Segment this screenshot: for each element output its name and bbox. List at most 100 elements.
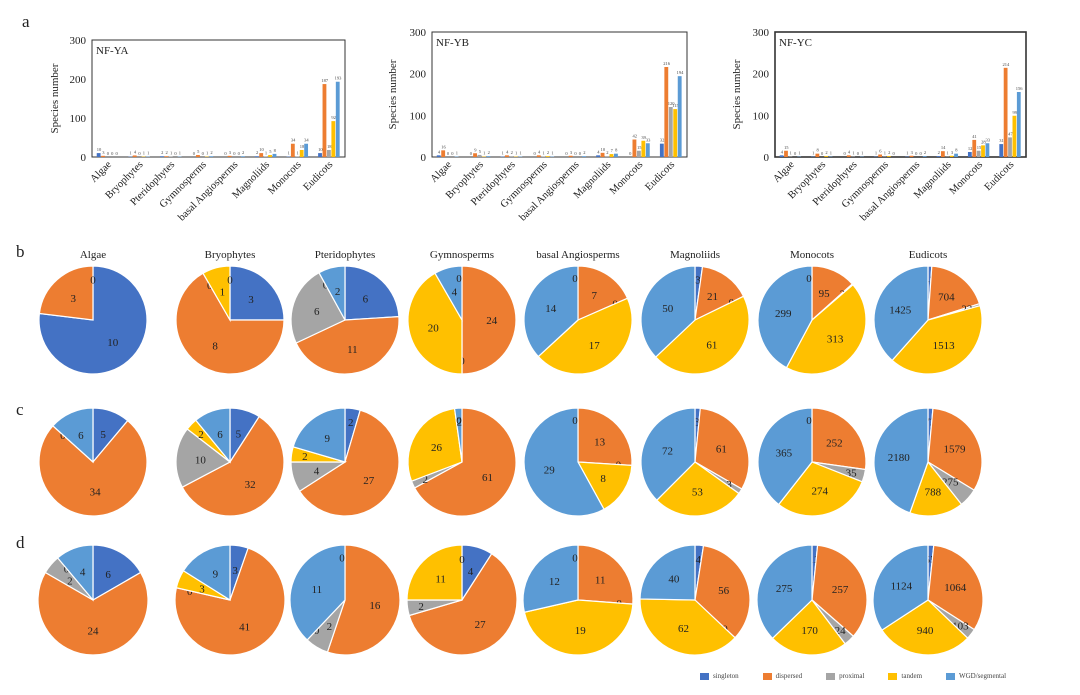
pie-data-label: 3 xyxy=(232,565,238,577)
pie-slice-dispersed xyxy=(38,265,94,321)
bar-data-label: 1 xyxy=(129,151,131,156)
pie-slice-dispersed xyxy=(38,419,148,517)
pie-data-label: 1425 xyxy=(889,304,912,316)
legend-swatch xyxy=(946,672,956,680)
panel-letter-b: b xyxy=(16,242,25,261)
pie-chart: Algae 10 3 0 xyxy=(38,249,148,375)
pie-row-d: 6242043410391620110427211011019120456062… xyxy=(37,544,984,656)
pie-data-label: 3 xyxy=(694,417,700,429)
pie-slice-proximal xyxy=(290,271,346,344)
bar xyxy=(645,143,650,157)
bar-data-label: 1 xyxy=(483,151,485,156)
bar-data-label: 10 xyxy=(259,147,264,152)
pie-slice-tandem xyxy=(537,297,633,375)
pie-data-label: 4 xyxy=(695,554,701,566)
pie-row-c: 5340653210262274296122620130829036135372… xyxy=(38,407,983,517)
bar-data-label: 1 xyxy=(179,151,181,156)
legend-label: singleton xyxy=(713,672,739,680)
pie-data-label: 4 xyxy=(80,567,86,579)
bar xyxy=(473,153,477,157)
bar-data-label: 1 xyxy=(519,151,521,156)
bar xyxy=(509,156,514,157)
bar xyxy=(268,155,272,157)
pie-slice-singleton xyxy=(92,544,142,602)
pie-data-label: 940 xyxy=(917,625,934,637)
pie-data-label: 20 xyxy=(428,323,440,335)
pie-data-label: 24 xyxy=(835,625,847,637)
bar-data-label: 8 xyxy=(817,148,820,153)
pie-data-label: 0 xyxy=(572,415,578,427)
pie-data-label: 4 xyxy=(314,465,320,477)
y-tick-label: 100 xyxy=(70,113,87,125)
pie-slice-dispersed xyxy=(577,407,633,467)
pie-slice-wgd-segmental xyxy=(640,407,696,502)
bar xyxy=(596,155,601,157)
pie-slice-wgd-segmental xyxy=(318,265,346,321)
pie-data-label: 313 xyxy=(827,334,844,346)
bar-data-label: 1 xyxy=(812,151,814,156)
pie-data-label: 275 xyxy=(776,583,793,595)
pie-data-label: 1124 xyxy=(891,581,913,593)
pie-data-label: 3 xyxy=(726,479,732,491)
bar xyxy=(227,155,232,157)
bar-data-label: 9 xyxy=(474,147,477,152)
bar xyxy=(159,156,164,157)
bar-data-label: 99 xyxy=(1012,110,1017,115)
plot-frame xyxy=(91,39,346,158)
pie-data-label: 0 xyxy=(456,273,462,285)
y-tick-label: 200 xyxy=(70,74,87,86)
pie-slice-dispersed xyxy=(408,552,518,656)
x-tick-label: Algae xyxy=(88,159,114,185)
legend-label: dispersed xyxy=(775,672,803,680)
bar xyxy=(936,156,941,157)
bar-data-label: 15 xyxy=(784,145,789,150)
bar-data-label: 92 xyxy=(331,115,336,120)
legend-item: WGD/segmental xyxy=(946,672,1006,680)
pie-slice-tandem xyxy=(777,461,863,517)
bar-data-label: 31 xyxy=(999,138,1004,143)
bar-data-label: 0 xyxy=(451,151,454,156)
pie-slice-dispersed xyxy=(413,407,517,517)
bar-data-label: 2 xyxy=(161,150,163,155)
bar xyxy=(1008,137,1012,157)
bar-data-label: 34 xyxy=(291,138,296,143)
x-tick-label: Algae xyxy=(771,159,797,185)
bar-data-label: 0 xyxy=(138,151,141,156)
pie-data-label: 40 xyxy=(668,573,680,585)
pie-data-label: 0 xyxy=(90,275,96,287)
pie-data-label: 9 xyxy=(213,569,219,581)
bar-data-label: 6 xyxy=(879,149,882,154)
bar-data-label: 14 xyxy=(941,145,946,150)
bar-data-label: 39 xyxy=(641,135,646,140)
bar-data-label: 1 xyxy=(551,151,553,156)
bar xyxy=(1012,115,1017,157)
bar xyxy=(504,155,509,157)
pie-data-label: 0 xyxy=(459,554,465,566)
bar-data-label: 1 xyxy=(790,151,792,156)
x-tick-label: Monocots xyxy=(608,159,645,196)
bar xyxy=(600,152,605,157)
pie-data-label: 2 xyxy=(302,451,308,463)
pie-data-label: 3 xyxy=(695,275,701,287)
y-tick-label: 300 xyxy=(410,27,427,39)
y-tick-label: 0 xyxy=(81,152,87,164)
pie-data-label: 56 xyxy=(718,585,730,597)
pie-slice-wgd-segmental xyxy=(289,544,346,641)
pie-chart: 11019120 xyxy=(522,544,634,656)
bar-data-label: 1 xyxy=(906,151,908,156)
bar-data-label: 0 xyxy=(915,151,918,156)
bar-data-label: 0 xyxy=(224,151,227,156)
bar-data-label: 0 xyxy=(844,151,847,156)
pie-slice-tandem xyxy=(202,265,231,323)
bar-data-label: 1 xyxy=(147,151,149,156)
pie-data-label: 27 xyxy=(475,619,487,631)
pie-slice-tandem xyxy=(909,460,963,517)
pie-data-label: 3 xyxy=(71,293,77,305)
bar-data-label: 15 xyxy=(637,145,642,150)
y-axis-label: Species number xyxy=(731,59,743,129)
pie-data-label: 257 xyxy=(832,584,849,596)
pie-slice-wgd-segmental xyxy=(522,544,579,613)
